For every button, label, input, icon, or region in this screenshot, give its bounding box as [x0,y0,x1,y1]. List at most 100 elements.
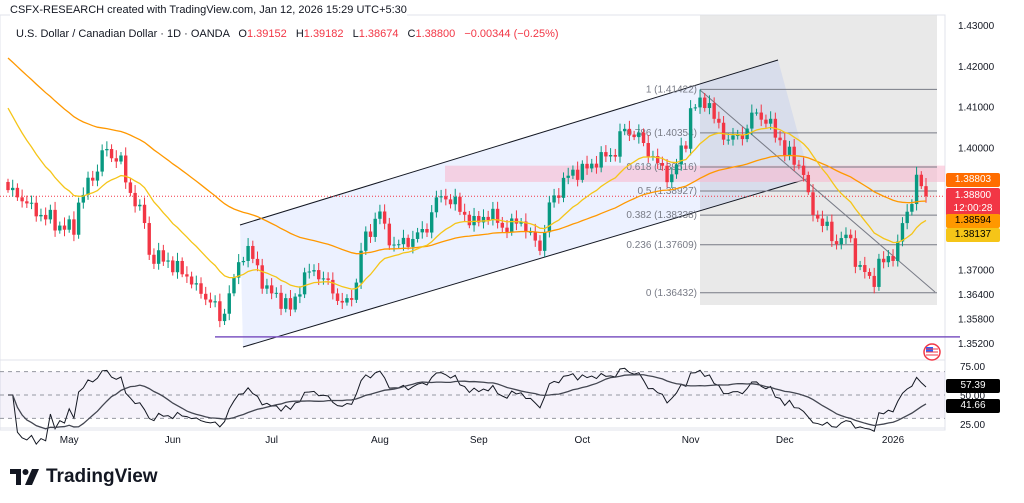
supply-zone [445,165,945,182]
fib-level-label: 0 (1.36432) [646,288,697,299]
candle-body [458,196,462,212]
candle-body [100,150,104,172]
time-axis-tick: Nov [682,435,700,446]
time-axis-tick: May [60,435,79,446]
candle-body [688,108,693,149]
candle-body [227,293,231,314]
candle-body [519,221,523,224]
rsi-axis-tick: 75.00 [960,362,985,373]
candle-body [557,195,561,198]
close-value: 1.38800 [415,28,456,40]
candle-body [15,187,20,198]
candle-body [288,298,293,310]
candle-body [114,158,118,162]
candle-body [364,231,368,251]
candle-body [260,265,264,289]
candle-body [693,107,698,109]
candle-body [72,219,76,235]
candle-body [552,195,556,203]
candle-body [444,196,448,200]
candle-body [571,169,575,176]
candle-body [302,272,307,295]
candle-body [340,300,344,303]
candle-body [29,202,34,204]
time-axis-tick: Sep [470,435,488,446]
candle-body [853,238,858,267]
candle-body [707,103,712,109]
candle-body [462,211,467,215]
candle-body [208,299,213,303]
candle-body [811,192,815,215]
candle-body [768,118,773,124]
symbol-name[interactable]: U.S. Dollar / Canadian Dollar · 1D · OAN… [16,28,230,40]
rsi-axis-tick: 50.00 [960,391,985,402]
candle-body [246,245,250,261]
candle-body [58,225,62,231]
candle-body [312,270,316,272]
last-price-badge: 1.38800 12:00:28 [946,188,1000,216]
candle-body [914,174,919,205]
candle-body [684,145,688,149]
price-axis-tick: 1.35800 [958,315,995,326]
symbol-legend: U.S. Dollar / Canadian Dollar · 1D · OAN… [14,28,561,40]
candle-body [495,208,500,223]
candle-body [34,202,38,217]
rsi-ma-line [8,374,927,430]
candle-body [133,192,137,207]
rsi-ma-value-badge: 41.66 [946,399,1000,413]
candle-body [566,175,570,178]
candle-body [138,204,142,207]
candle-body [561,177,566,198]
candle-body [128,182,133,193]
candle-body [251,245,255,259]
price-axis-tick: 1.35200 [958,339,995,350]
candle-body [48,209,53,220]
candle-body [119,155,123,162]
candle-body [11,187,15,191]
candle-body [754,112,759,114]
candle-body [698,97,702,108]
candle-body [830,221,834,242]
candle-body [156,250,161,264]
candle-body [354,282,359,300]
candle-body [368,231,373,237]
candle-body [750,112,754,129]
candle-body [204,293,208,300]
candle-body [39,214,43,217]
candle-body [180,260,184,275]
price-axis-tick: 1.42000 [958,62,995,73]
price-axis-tick: 1.37000 [958,266,995,277]
candle-body [665,165,669,183]
candle-body [500,222,505,228]
candle-body [712,103,716,119]
chart-attribution: CSFX-RESEARCH created with TradingView.c… [10,4,407,16]
candle-body [590,163,594,169]
candle-body [43,214,48,220]
candle-body [378,211,382,219]
candle-body [510,218,514,232]
time-axis-tick: Oct [575,435,591,446]
candle-body [382,211,387,224]
candle-body [533,231,537,241]
candle-body [891,256,895,261]
candle-body [142,204,147,224]
candle-body [547,202,552,233]
close-label: C [407,28,416,40]
candle-body [924,186,928,197]
time-axis-tick: Jul [265,435,278,446]
candle-body [575,169,580,180]
candle-body [411,238,415,247]
candle-body [679,145,683,165]
candle-body [269,285,274,294]
candle-body [284,298,288,309]
candle-body [594,163,599,168]
candle-body [783,140,787,156]
candle-body [194,283,199,285]
tradingview-logo[interactable]: TradingView [10,466,158,488]
ma-mid-price-badge: 1.38594 [946,214,1000,228]
candle-body [721,122,726,140]
candle-body [345,298,349,303]
candle-body [91,177,95,181]
price-axis-tick: 1.40000 [958,143,995,154]
